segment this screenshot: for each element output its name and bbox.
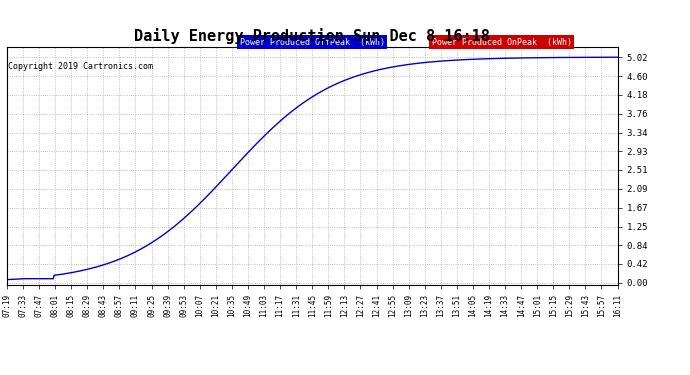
Text: Power Produced OnPeak  (kWh): Power Produced OnPeak (kWh)	[431, 38, 571, 46]
Text: Copyright 2019 Cartronics.com: Copyright 2019 Cartronics.com	[8, 62, 153, 71]
Title: Daily Energy Production Sun Dec 8 16:18: Daily Energy Production Sun Dec 8 16:18	[135, 28, 490, 44]
Text: Power Produced OffPeak  (kWh): Power Produced OffPeak (kWh)	[239, 38, 385, 46]
